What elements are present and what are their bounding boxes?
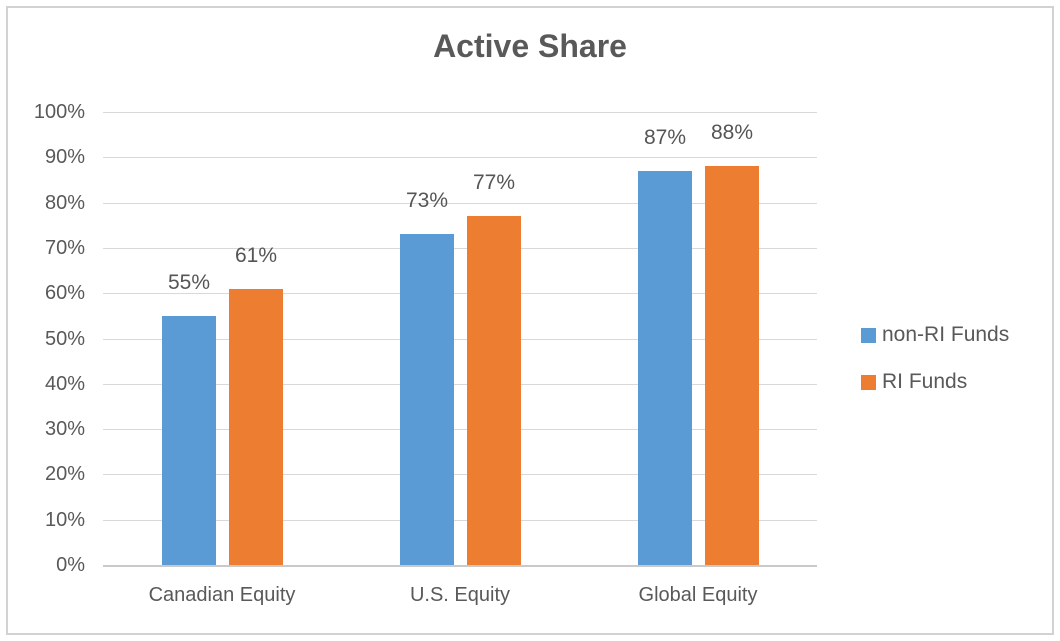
x-axis-category-label: Canadian Equity (148, 584, 296, 606)
gridline (103, 203, 817, 204)
y-axis: 0% 10% 20% 30% 40% 50% 60% 70% 80% 90% 100% (8, 101, 85, 576)
bar-non-ri-funds-canadian-equity (162, 316, 216, 565)
bar-value-label: 77% (472, 171, 516, 194)
bar-non-ri-funds-global-equity (638, 171, 692, 565)
legend: non-RI Funds RI Funds (861, 323, 1010, 418)
y-axis-tick-label: 0% (56, 554, 85, 576)
plot-area: 55% 73% 87% 61% 77% 88% (103, 112, 817, 567)
y-axis-tick-label: 50% (44, 328, 85, 350)
x-axis-category-label: Global Equity (638, 584, 758, 606)
gridline (103, 474, 817, 475)
legend-color-swatch (861, 374, 876, 390)
y-axis-tick-label: 60% (44, 282, 85, 304)
bar-value-label: 55% (167, 271, 211, 294)
legend-item-label: RI Funds (882, 370, 968, 393)
y-axis-tick-label: 100% (33, 101, 85, 123)
y-axis-tick-label: 20% (44, 463, 85, 485)
gridline (103, 520, 817, 521)
y-axis-tick-label: 40% (44, 373, 85, 395)
bar-value-label: 88% (710, 121, 754, 144)
bar-value-label: 73% (405, 189, 449, 212)
bar-ri-funds-u-s-equity (467, 216, 521, 565)
y-axis-tick-label: 30% (44, 418, 85, 440)
legend-color-swatch (861, 327, 876, 343)
gridline (103, 112, 817, 113)
gridline (103, 429, 817, 430)
y-axis-tick-label: 10% (44, 509, 85, 531)
gridline (103, 339, 817, 340)
legend-item-label: non-RI Funds (882, 323, 1010, 346)
y-axis-tick-label: 90% (44, 146, 85, 168)
bar-value-label: 87% (643, 126, 687, 149)
x-axis-labels: Canadian Equity U.S. Equity Global Equity (103, 582, 817, 612)
bar-ri-funds-canadian-equity (229, 289, 283, 565)
legend-item-ri-funds: RI Funds (861, 370, 1009, 393)
bar-non-ri-funds-u-s-equity (400, 234, 454, 565)
chart-title: Active Share (433, 28, 627, 64)
gridline (103, 248, 817, 249)
gridline (103, 384, 817, 385)
gridline (103, 293, 817, 294)
legend-item-non-ri-funds: non-RI Funds (861, 323, 1010, 346)
gridline (103, 157, 817, 158)
y-axis-tick-label: 70% (44, 237, 85, 259)
y-axis-tick-label: 80% (44, 192, 85, 214)
bar-ri-funds-global-equity (705, 166, 759, 565)
x-axis-category-label: U.S. Equity (409, 584, 511, 606)
bar-value-label: 61% (234, 244, 278, 267)
